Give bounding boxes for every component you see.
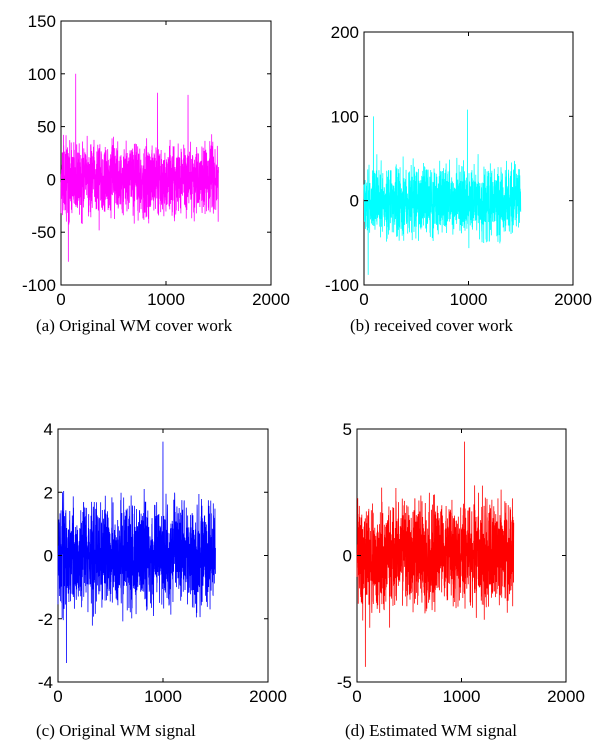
y-tick-label: -2 (38, 610, 53, 629)
y-tick-label: 150 (28, 12, 56, 31)
y-tick-label: 100 (28, 65, 56, 84)
series-line (363, 109, 522, 275)
series-line (60, 73, 219, 262)
x-tick-label: 0 (352, 687, 361, 706)
y-tick-label: -5 (337, 673, 352, 692)
y-tick-label: 2 (44, 483, 53, 502)
axes-box (60, 20, 272, 286)
y-tick-label: 0 (47, 170, 56, 189)
chart-d: 0 1000 2000-505 (337, 420, 585, 706)
y-tick-label: -50 (31, 223, 56, 242)
y-tick-label: 5 (343, 420, 352, 439)
y-tick-label: 4 (44, 420, 53, 439)
x-tick-label: 2000 (554, 290, 592, 309)
caption-a: (a) Original WM cover work (36, 316, 233, 335)
y-tick-label: 0 (343, 547, 352, 566)
chart-a: 0 1000 2000 -100 -50 0 50 100 150 (22, 12, 290, 309)
y-tick-label: 100 (331, 107, 359, 126)
x-tick-label: 1000 (443, 687, 481, 706)
series-line (356, 441, 515, 667)
y-tick-label: 50 (37, 118, 56, 137)
y-tick-label: 0 (44, 547, 53, 566)
x-tick-label: 1000 (144, 687, 182, 706)
x-tick-label: 1000 (147, 290, 185, 309)
x-tick-label: 1000 (450, 290, 488, 309)
caption-d: (d) Estimated WM signal (345, 721, 518, 740)
y-tick-label: -100 (22, 276, 56, 295)
x-tick-label: 2000 (252, 290, 290, 309)
caption-b: (b) received cover work (350, 316, 513, 335)
chart-c: 0 1000 2000 -4 -2 0 2 4 (38, 420, 287, 706)
caption-c: (c) Original WM signal (36, 721, 196, 740)
x-tick-label: 0 (53, 687, 62, 706)
x-tick-label: 2000 (249, 687, 287, 706)
y-tick-label: -100 (325, 276, 359, 295)
y-tick-label: 200 (331, 23, 359, 42)
series-line (57, 441, 216, 664)
x-tick-label: 2000 (547, 687, 585, 706)
x-tick-label: 0 (56, 290, 65, 309)
y-tick-label: 0 (350, 192, 359, 211)
x-tick-label: 0 (359, 290, 368, 309)
y-tick-label: -4 (38, 673, 53, 692)
